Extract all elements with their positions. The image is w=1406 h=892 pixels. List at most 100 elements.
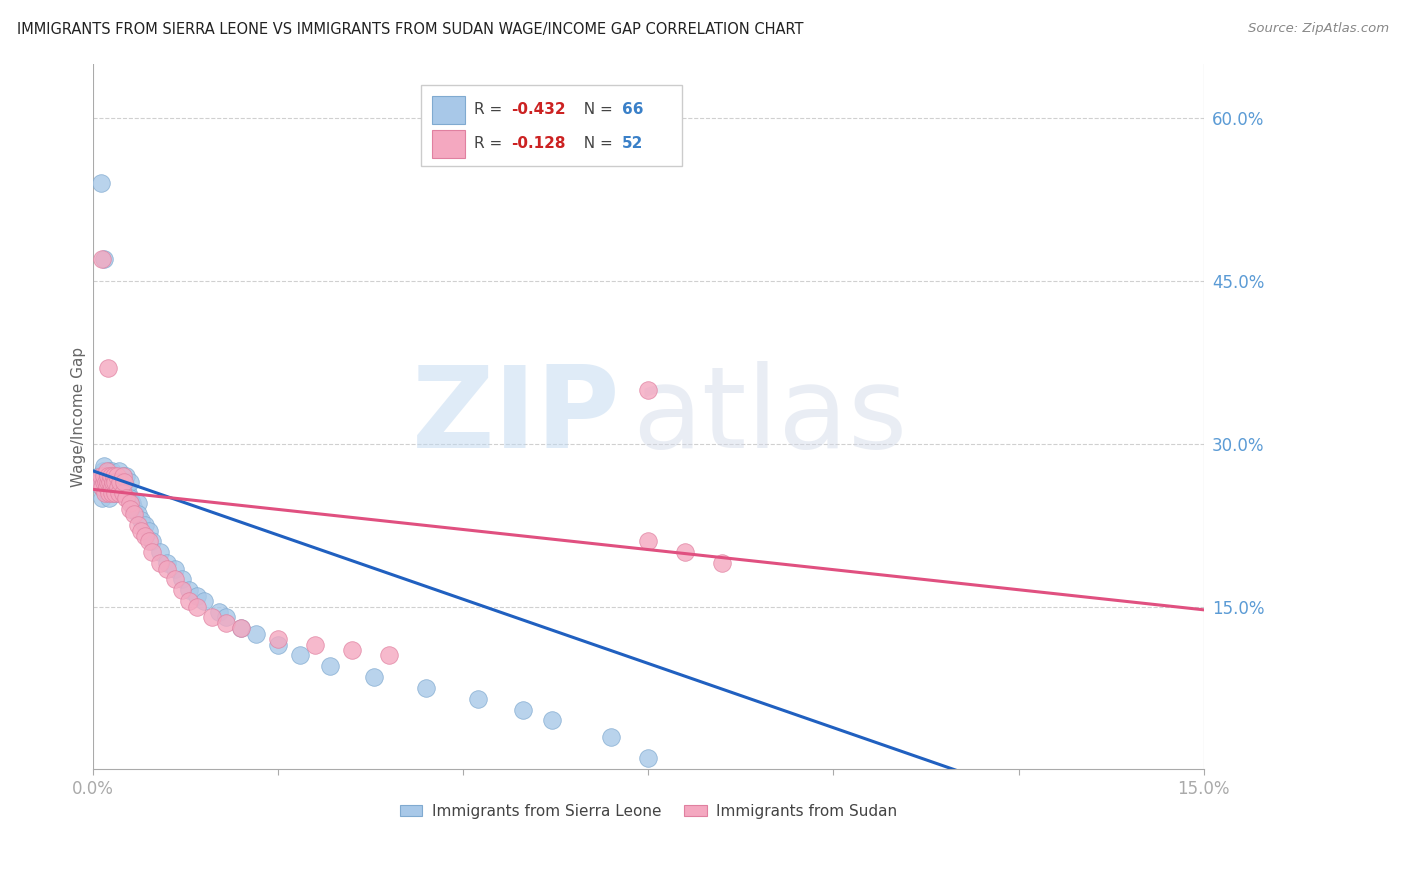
- Text: IMMIGRANTS FROM SIERRA LEONE VS IMMIGRANTS FROM SUDAN WAGE/INCOME GAP CORRELATIO: IMMIGRANTS FROM SIERRA LEONE VS IMMIGRAN…: [17, 22, 803, 37]
- Point: [97, 469, 120, 483]
- Point: [163, 573, 186, 587]
- Point: [90, 469, 112, 483]
- Point: [138, 534, 160, 549]
- Point: [98, 485, 121, 500]
- Point: [467, 691, 489, 706]
- Point: [115, 480, 138, 494]
- Text: 52: 52: [621, 136, 643, 152]
- Point: [127, 496, 149, 510]
- Point: [93, 469, 115, 483]
- Point: [87, 475, 110, 489]
- Point: [122, 502, 145, 516]
- Point: [267, 638, 290, 652]
- Point: [231, 621, 253, 635]
- Point: [112, 475, 135, 489]
- Point: [91, 491, 114, 505]
- FancyBboxPatch shape: [420, 86, 682, 166]
- Text: N =: N =: [574, 103, 617, 118]
- Text: R =: R =: [474, 136, 508, 152]
- Point: [90, 480, 112, 494]
- Point: [101, 475, 124, 489]
- Text: Source: ZipAtlas.com: Source: ZipAtlas.com: [1249, 22, 1389, 36]
- Point: [101, 469, 124, 483]
- Point: [122, 508, 145, 522]
- Point: [193, 594, 215, 608]
- Point: [363, 670, 385, 684]
- Point: [98, 475, 121, 489]
- Text: ZIP: ZIP: [412, 361, 620, 472]
- Point: [96, 480, 118, 494]
- Point: [108, 464, 131, 478]
- Point: [104, 475, 127, 489]
- Point: [103, 485, 125, 500]
- Point: [91, 252, 114, 267]
- Point: [96, 464, 118, 478]
- Point: [115, 491, 138, 505]
- Point: [131, 524, 153, 538]
- Point: [91, 480, 114, 494]
- Point: [104, 475, 127, 489]
- Point: [98, 491, 121, 505]
- Point: [149, 556, 172, 570]
- Point: [208, 605, 231, 619]
- Point: [231, 621, 253, 635]
- Text: atlas: atlas: [631, 361, 907, 472]
- Point: [138, 524, 160, 538]
- Point: [267, 632, 290, 646]
- Text: 66: 66: [621, 103, 644, 118]
- Point: [179, 594, 201, 608]
- Point: [121, 496, 143, 510]
- Point: [100, 464, 122, 478]
- Point: [100, 469, 122, 483]
- Point: [600, 730, 623, 744]
- Point: [186, 599, 208, 614]
- Point: [93, 252, 115, 267]
- Point: [215, 610, 238, 624]
- Point: [215, 615, 238, 630]
- Point: [105, 469, 128, 483]
- Point: [186, 589, 208, 603]
- Point: [141, 534, 163, 549]
- Point: [111, 469, 134, 483]
- Point: [104, 469, 127, 483]
- Point: [108, 475, 131, 489]
- Point: [512, 703, 534, 717]
- Point: [637, 534, 659, 549]
- Point: [101, 475, 124, 489]
- Point: [117, 485, 139, 500]
- Point: [105, 480, 128, 494]
- Point: [319, 659, 342, 673]
- Text: N =: N =: [574, 136, 617, 152]
- Point: [111, 469, 134, 483]
- Point: [98, 475, 121, 489]
- Point: [98, 469, 121, 483]
- Point: [107, 480, 129, 494]
- Point: [94, 480, 117, 494]
- Legend: Immigrants from Sierra Leone, Immigrants from Sudan: Immigrants from Sierra Leone, Immigrants…: [394, 798, 904, 825]
- Point: [342, 643, 364, 657]
- Point: [637, 383, 659, 397]
- Point: [673, 545, 696, 559]
- Point: [163, 561, 186, 575]
- Point: [245, 626, 267, 640]
- Point: [637, 751, 659, 765]
- Point: [711, 556, 734, 570]
- Point: [156, 556, 179, 570]
- Point: [120, 475, 142, 489]
- Point: [290, 648, 312, 663]
- Point: [108, 475, 131, 489]
- Point: [103, 469, 125, 483]
- Point: [97, 485, 120, 500]
- Text: -0.128: -0.128: [510, 136, 565, 152]
- Point: [101, 480, 124, 494]
- Point: [149, 545, 172, 559]
- Point: [93, 475, 115, 489]
- Point: [100, 480, 122, 494]
- Point: [110, 480, 132, 494]
- Point: [111, 485, 134, 500]
- Y-axis label: Wage/Income Gap: Wage/Income Gap: [72, 347, 86, 487]
- Point: [90, 177, 112, 191]
- Point: [378, 648, 401, 663]
- Point: [127, 518, 149, 533]
- Point: [120, 491, 142, 505]
